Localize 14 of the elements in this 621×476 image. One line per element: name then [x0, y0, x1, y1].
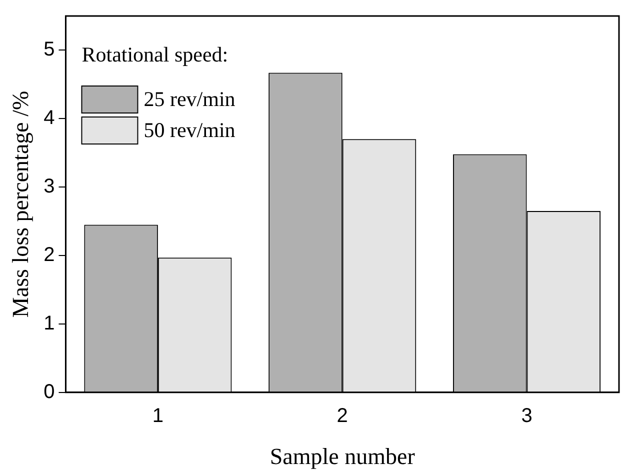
- legend-title: Rotational speed:: [82, 42, 228, 67]
- legend-label: 25 rev/min: [144, 87, 236, 112]
- x-tick-label: 3: [521, 404, 532, 427]
- x-tick-label: 2: [336, 404, 348, 427]
- legend-label: 50 rev/min: [144, 118, 236, 142]
- y-axis-title: Mass loss percentage /%: [8, 90, 33, 318]
- y-tick-label: 5: [44, 38, 55, 61]
- y-tick-label: 3: [44, 176, 55, 198]
- x-tick-label: 1: [152, 404, 164, 427]
- y-tick-label: 2: [44, 244, 55, 266]
- y-tick-label: 1: [44, 312, 55, 334]
- y-tick-label: 0: [44, 380, 55, 403]
- x-axis-title: Sample number: [270, 444, 416, 470]
- y-tick-label: 4: [44, 107, 55, 130]
